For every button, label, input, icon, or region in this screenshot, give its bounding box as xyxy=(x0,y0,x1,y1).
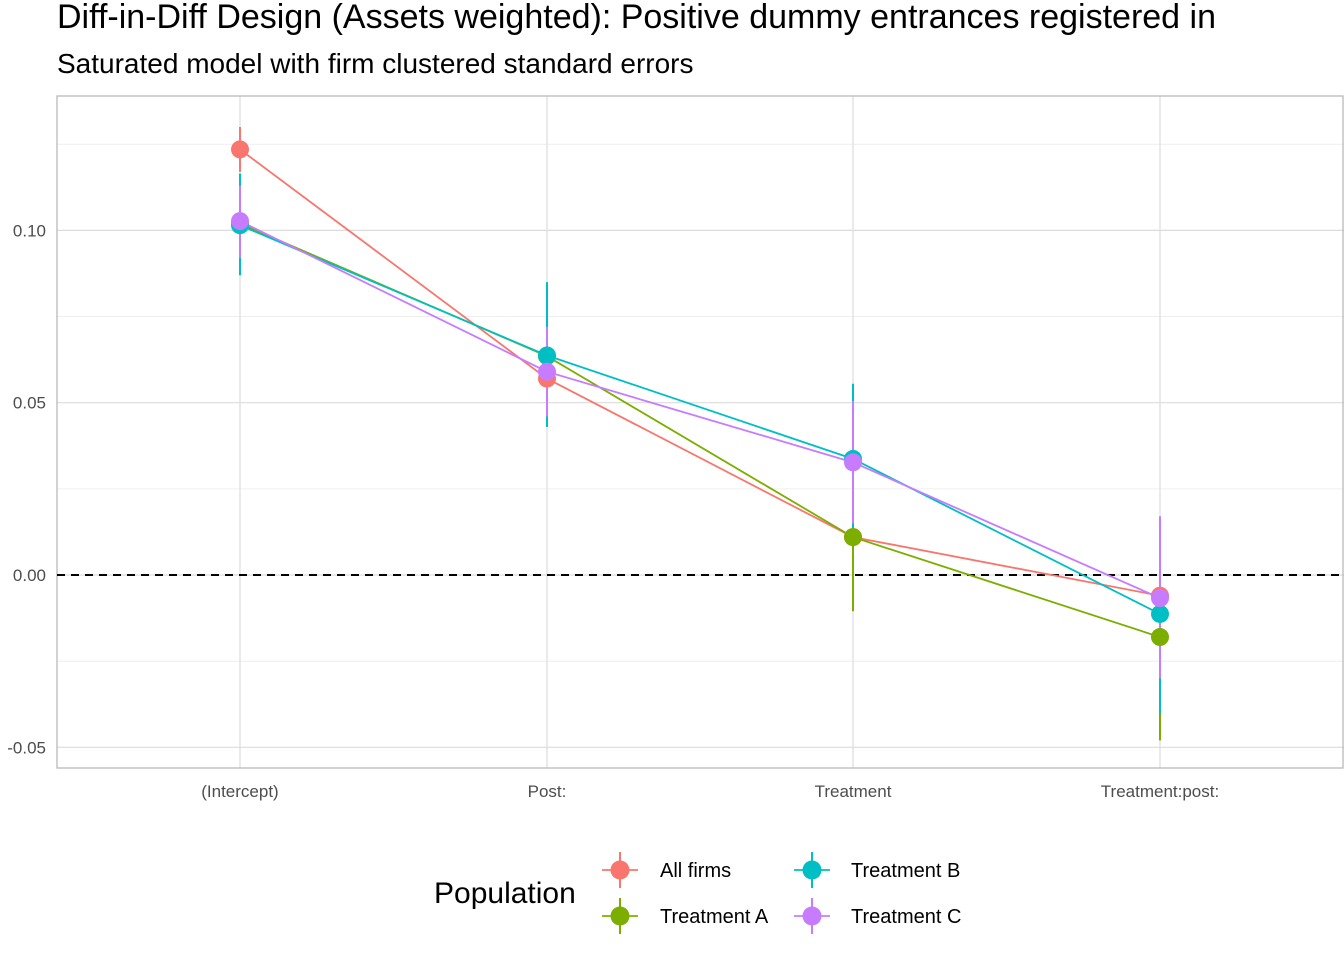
data-point xyxy=(231,212,249,231)
legend-key-point xyxy=(610,860,630,880)
chart-subtitle: Saturated model with firm clustered stan… xyxy=(57,48,694,79)
series-line xyxy=(239,224,1161,615)
legend-title: Population xyxy=(434,877,576,910)
legend-keys: All firms Treatment A Treatment B Treatment… xyxy=(602,852,961,934)
data-point xyxy=(1151,604,1169,623)
legend-label: Treatment A xyxy=(660,906,769,928)
y-tick-label: 0.00 xyxy=(13,566,46,585)
y-tick-label: 0.10 xyxy=(13,221,46,240)
legend-key-point xyxy=(802,906,822,926)
data-point xyxy=(1151,628,1169,647)
data-point xyxy=(1151,589,1169,608)
chart-title: Diff-in-Diff Design (Assets weighted): P… xyxy=(57,0,1216,36)
data-point xyxy=(538,346,556,365)
legend-key-point xyxy=(610,906,630,926)
data-point xyxy=(231,140,249,159)
legend-key-point xyxy=(802,860,822,880)
panel-border xyxy=(56,95,1344,769)
axis-ticks: -0.05 0.00 0.05 0.10 (Intercept) Post: Treatme… xyxy=(7,221,1219,801)
x-tick-label: Post: xyxy=(528,782,567,801)
y-tick-label: -0.05 xyxy=(7,738,46,757)
x-tick-label: Treatment:post: xyxy=(1101,782,1219,801)
y-tick-label: 0.05 xyxy=(13,394,46,413)
legend-label: Treatment C xyxy=(851,906,961,928)
legend-label: Treatment B xyxy=(851,860,960,882)
plot-panel xyxy=(56,95,1344,769)
data-point xyxy=(844,528,862,547)
series-line xyxy=(239,220,1161,599)
data-point xyxy=(538,362,556,381)
plot-marks xyxy=(231,127,1169,741)
legend-label: All firms xyxy=(660,860,731,882)
x-tick-label: Treatment xyxy=(815,782,892,801)
data-point xyxy=(844,453,862,472)
series-line xyxy=(239,148,1161,597)
x-tick-label: (Intercept) xyxy=(201,782,278,801)
legend: Population All firms Treatment A Treatment… xyxy=(434,852,961,934)
